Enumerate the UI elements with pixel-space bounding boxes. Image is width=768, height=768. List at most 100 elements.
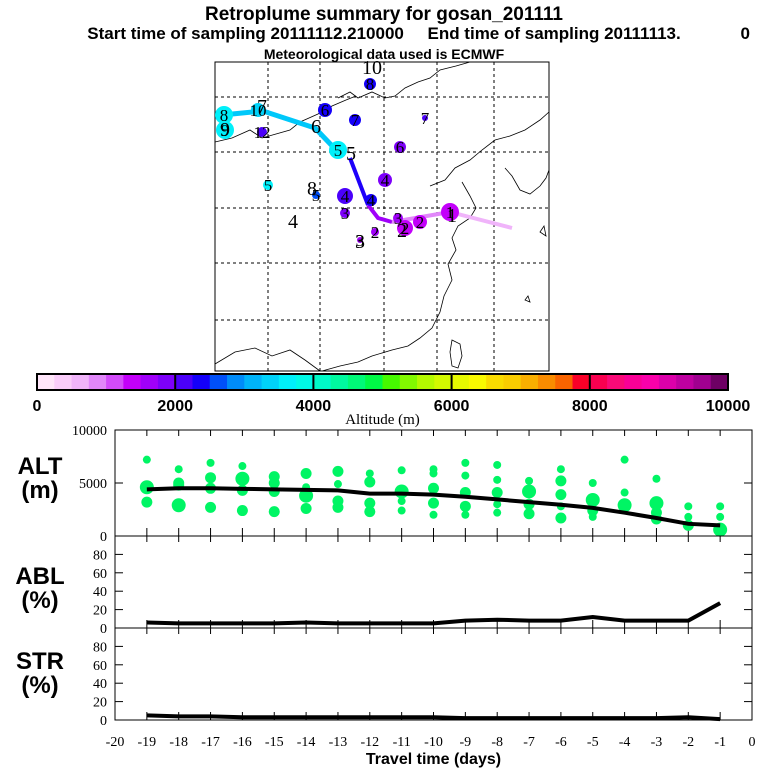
cluster-marker	[371, 228, 379, 236]
cluster-label: 8	[220, 106, 229, 125]
colorbar-swatch	[607, 374, 625, 390]
alt-cluster-point	[397, 497, 406, 506]
alt-cluster-point	[142, 455, 151, 464]
cluster-label: 2	[371, 223, 380, 242]
cluster-label: 2	[416, 213, 425, 232]
colorbar-swatch	[365, 374, 383, 390]
cluster-label: 4	[381, 171, 390, 190]
colorbar-swatch	[192, 374, 211, 390]
alt-cluster-point	[332, 465, 344, 477]
x-tick-label: -5	[587, 735, 599, 750]
alt-cluster-point	[556, 465, 565, 474]
x-tick-label: -13	[329, 735, 348, 750]
chart-title: Retroplume summary for gosan_201111	[205, 4, 563, 25]
x-tick-label: -6	[555, 735, 567, 750]
cluster-marker	[393, 213, 403, 223]
str-y-tick-label: 60	[93, 659, 107, 674]
abl-panel-label: ABL (%)	[0, 565, 80, 613]
alt-y-tick-label: 0	[100, 530, 107, 545]
cluster-label: 7	[421, 109, 430, 128]
alt-y-tick-label: 10000	[72, 424, 107, 439]
colorbar-tick-label: 8000	[572, 398, 608, 415]
cluster-label: 4	[367, 191, 376, 210]
str-panel-label: STR (%)	[0, 650, 80, 698]
x-tick-label: -18	[169, 735, 188, 750]
str-y-tick-label: 80	[93, 640, 107, 655]
alt-cluster-point	[364, 476, 376, 488]
str-y-tick-label: 40	[93, 677, 107, 692]
alt-mean-line	[146, 486, 721, 528]
x-tick-label: -7	[523, 735, 535, 750]
cluster-marker	[337, 188, 353, 204]
alt-cluster-point	[235, 471, 250, 486]
trajectory-day-label: 2	[397, 220, 407, 242]
colorbar-swatch	[658, 374, 677, 390]
colorbar-swatch	[175, 374, 193, 390]
alt-cluster-point	[174, 465, 183, 474]
alt-cluster-point	[364, 497, 376, 509]
colorbar-tick-label: 6000	[434, 398, 470, 415]
x-tick-label: -14	[297, 735, 316, 750]
str-unit: (%)	[21, 672, 59, 699]
alt-cluster-point	[364, 506, 376, 518]
alt-cluster-point	[206, 458, 215, 467]
cluster-label: 10	[250, 101, 267, 120]
colorbar-swatch	[123, 374, 142, 390]
str-y-tick-label: 20	[93, 696, 107, 711]
alt-cluster-point	[268, 477, 280, 489]
trajectory-day-label: 4	[288, 211, 298, 233]
colorbar-swatch	[296, 374, 314, 390]
cluster-marker	[215, 106, 233, 124]
alt-panel-label: ALT (m)	[0, 455, 80, 503]
cluster-label: 5	[312, 186, 321, 205]
abl-y-tick-label: 80	[93, 548, 107, 563]
colorbar-swatch	[347, 374, 366, 390]
abl-label: ABL	[15, 563, 65, 590]
alt-cluster-point	[300, 502, 312, 514]
colorbar-swatch	[641, 374, 660, 390]
colorbar-swatch	[88, 374, 107, 390]
alt-cluster-point	[493, 508, 502, 517]
alt-cluster-point	[394, 484, 409, 499]
alt-cluster-point	[300, 467, 312, 479]
cluster-marker	[318, 103, 332, 117]
alt-cluster-point	[523, 508, 535, 520]
str-line	[146, 713, 721, 722]
trajectory-day-label: 7	[257, 96, 267, 118]
abl-plot-frame	[114, 535, 753, 629]
trajectory-day-label: 6	[311, 116, 321, 138]
alt-cluster-point	[522, 484, 537, 499]
x-axis-label: Travel time (days)	[366, 751, 501, 768]
alt-cluster-point	[429, 469, 438, 478]
x-tick-label: -16	[233, 735, 252, 750]
alt-cluster-point	[205, 472, 217, 484]
trajectory-day-label: 1	[447, 205, 457, 227]
cluster-marker	[312, 191, 320, 199]
cluster-marker	[365, 194, 377, 206]
colorbar-tick-label: 4000	[296, 398, 332, 415]
trajectory-segment-pink	[449, 210, 513, 230]
colorbar-tick-label: 0	[33, 398, 42, 415]
alt-cluster-point	[525, 476, 534, 485]
alt-cluster-point	[716, 502, 725, 511]
colorbar-swatch	[106, 374, 124, 390]
alt-cluster-point	[268, 506, 280, 518]
x-tick-label: -17	[201, 735, 220, 750]
colorbar-swatch	[589, 374, 608, 390]
alt-cluster-point	[461, 458, 470, 467]
colorbar-swatch	[624, 374, 643, 390]
trajectory-segment-violet	[366, 203, 393, 224]
x-tick-label: -19	[138, 735, 157, 750]
x-tick-label: -1	[714, 735, 726, 750]
alt-cluster-point	[236, 505, 248, 517]
alt-cluster-point	[428, 497, 439, 509]
x-tick-label: -20	[106, 735, 125, 750]
colorbar-swatch	[227, 374, 245, 390]
colorbar-swatch	[417, 374, 435, 390]
colorbar-swatch	[71, 374, 90, 390]
cluster-label: 7	[351, 111, 360, 130]
colorbar-swatch	[313, 374, 332, 390]
alt-cluster-point	[428, 482, 439, 494]
alt-cluster-point	[171, 498, 186, 513]
